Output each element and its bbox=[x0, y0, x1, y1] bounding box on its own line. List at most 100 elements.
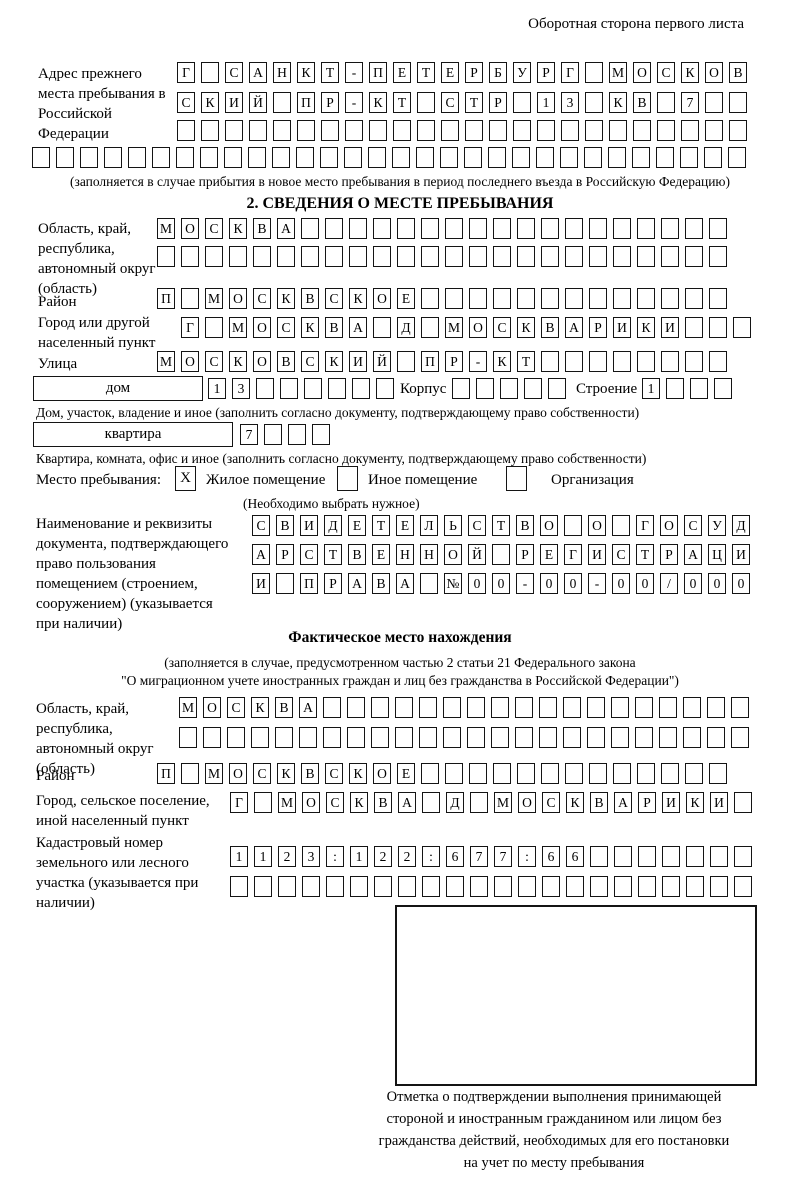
form-cell[interactable] bbox=[304, 378, 322, 399]
form-cell[interactable] bbox=[613, 351, 631, 372]
form-cell[interactable] bbox=[345, 120, 363, 141]
form-cell[interactable] bbox=[633, 120, 651, 141]
form-cell[interactable]: В bbox=[253, 218, 271, 239]
form-cell[interactable]: С bbox=[493, 317, 511, 338]
form-cell[interactable]: 2 bbox=[398, 846, 416, 867]
form-cell[interactable] bbox=[565, 218, 583, 239]
form-cell[interactable]: С bbox=[657, 62, 675, 83]
form-cell[interactable]: И bbox=[225, 92, 243, 113]
form-cell[interactable]: 7 bbox=[470, 846, 488, 867]
form-cell[interactable] bbox=[729, 92, 747, 113]
form-cell[interactable] bbox=[661, 288, 679, 309]
form-cell[interactable] bbox=[656, 147, 674, 168]
form-cell[interactable]: 1 bbox=[254, 846, 272, 867]
form-cell[interactable] bbox=[224, 147, 242, 168]
form-cell[interactable] bbox=[500, 378, 518, 399]
form-cell[interactable] bbox=[249, 120, 267, 141]
form-cell[interactable] bbox=[637, 246, 655, 267]
form-cell[interactable]: С bbox=[325, 288, 343, 309]
form-cell[interactable] bbox=[421, 218, 439, 239]
form-cell[interactable] bbox=[230, 876, 248, 897]
form-cell[interactable] bbox=[272, 147, 290, 168]
form-cell[interactable] bbox=[288, 424, 306, 445]
form-cell[interactable]: К bbox=[301, 317, 319, 338]
form-cell[interactable] bbox=[710, 876, 728, 897]
form-cell[interactable]: А bbox=[349, 317, 367, 338]
form-cell[interactable]: Т bbox=[417, 62, 435, 83]
form-cell[interactable]: К bbox=[681, 62, 699, 83]
form-cell[interactable] bbox=[536, 147, 554, 168]
form-cell[interactable] bbox=[517, 763, 535, 784]
form-cell[interactable]: У bbox=[513, 62, 531, 83]
form-cell[interactable] bbox=[709, 351, 727, 372]
form-cell[interactable]: К bbox=[349, 288, 367, 309]
form-cell[interactable]: / bbox=[660, 573, 678, 594]
form-cell[interactable]: Д bbox=[397, 317, 415, 338]
form-cell[interactable]: Г bbox=[564, 544, 582, 565]
form-cell[interactable] bbox=[614, 846, 632, 867]
form-cell[interactable]: 0 bbox=[636, 573, 654, 594]
form-cell[interactable] bbox=[565, 246, 583, 267]
form-cell[interactable]: Р bbox=[489, 92, 507, 113]
form-cell[interactable]: А bbox=[252, 544, 270, 565]
form-cell[interactable] bbox=[326, 876, 344, 897]
form-cell[interactable] bbox=[666, 378, 684, 399]
form-cell[interactable] bbox=[420, 573, 438, 594]
form-cell[interactable] bbox=[320, 147, 338, 168]
form-cell[interactable] bbox=[417, 92, 435, 113]
form-cell[interactable]: В bbox=[301, 763, 319, 784]
form-cell[interactable]: А bbox=[684, 544, 702, 565]
form-cell[interactable]: Е bbox=[348, 515, 366, 536]
form-cell[interactable]: Т bbox=[393, 92, 411, 113]
form-cell[interactable] bbox=[350, 876, 368, 897]
form-cell[interactable]: И bbox=[349, 351, 367, 372]
form-cell[interactable]: Е bbox=[396, 515, 414, 536]
form-cell[interactable] bbox=[613, 288, 631, 309]
form-cell[interactable]: 1 bbox=[230, 846, 248, 867]
form-cell[interactable] bbox=[683, 727, 701, 748]
form-cell[interactable]: Р bbox=[589, 317, 607, 338]
form-cell[interactable] bbox=[512, 147, 530, 168]
form-cell[interactable]: Д bbox=[732, 515, 750, 536]
form-cell[interactable]: Е bbox=[397, 288, 415, 309]
form-cell[interactable]: В bbox=[325, 317, 343, 338]
form-cell[interactable] bbox=[560, 147, 578, 168]
form-cell[interactable]: М bbox=[157, 218, 175, 239]
form-cell[interactable]: С bbox=[612, 544, 630, 565]
form-cell[interactable]: В bbox=[374, 792, 392, 813]
form-cell[interactable] bbox=[56, 147, 74, 168]
form-cell[interactable]: С bbox=[227, 697, 245, 718]
form-cell[interactable] bbox=[264, 424, 282, 445]
form-cell[interactable]: С bbox=[277, 317, 295, 338]
form-cell[interactable] bbox=[709, 246, 727, 267]
form-cell[interactable] bbox=[421, 763, 439, 784]
form-cell[interactable]: И bbox=[732, 544, 750, 565]
form-cell[interactable] bbox=[469, 288, 487, 309]
form-cell[interactable]: А bbox=[565, 317, 583, 338]
form-cell[interactable] bbox=[686, 876, 704, 897]
form-cell[interactable]: М bbox=[157, 351, 175, 372]
form-cell[interactable] bbox=[421, 317, 439, 338]
form-cell[interactable]: - bbox=[516, 573, 534, 594]
form-cell[interactable] bbox=[256, 378, 274, 399]
form-cell[interactable]: 1 bbox=[350, 846, 368, 867]
form-cell[interactable] bbox=[539, 727, 557, 748]
form-cell[interactable] bbox=[205, 317, 223, 338]
form-cell[interactable] bbox=[302, 876, 320, 897]
form-cell[interactable]: Е bbox=[441, 62, 459, 83]
form-cell[interactable]: С bbox=[253, 288, 271, 309]
form-cell[interactable]: П bbox=[297, 92, 315, 113]
form-cell[interactable]: И bbox=[661, 317, 679, 338]
form-cell[interactable]: М bbox=[494, 792, 512, 813]
form-cell[interactable]: 1 bbox=[208, 378, 226, 399]
form-cell[interactable] bbox=[635, 727, 653, 748]
form-cell[interactable] bbox=[524, 378, 542, 399]
form-cell[interactable] bbox=[373, 317, 391, 338]
form-cell[interactable]: А bbox=[398, 792, 416, 813]
form-cell[interactable] bbox=[515, 727, 533, 748]
form-cell[interactable]: С bbox=[684, 515, 702, 536]
form-cell[interactable] bbox=[422, 876, 440, 897]
form-cell[interactable] bbox=[563, 697, 581, 718]
form-cell[interactable]: С bbox=[205, 218, 223, 239]
form-cell[interactable] bbox=[637, 351, 655, 372]
